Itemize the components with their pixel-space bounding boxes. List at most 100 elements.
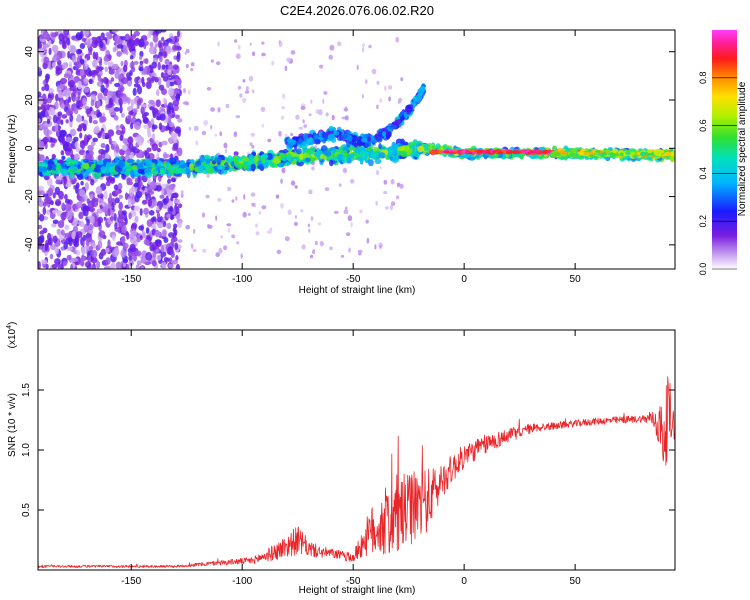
spectrum-cell [119, 87, 123, 96]
spectrum-cell [136, 260, 142, 266]
spectrum-cell [98, 230, 106, 238]
spectrum-cell [138, 225, 144, 231]
spectrum-cell [371, 68, 377, 75]
spectrum-cell [150, 199, 158, 207]
spectrum-cell [218, 247, 223, 254]
spectrum-cell [169, 157, 177, 165]
spectrum-cell [290, 132, 294, 137]
spectrum-cell [90, 163, 96, 169]
spectrum-cell [129, 187, 134, 197]
spectrum-cell [249, 42, 252, 46]
spectrum-cell [65, 232, 72, 238]
spectrum-cell [106, 54, 112, 60]
spectrum-cell [366, 237, 370, 244]
spectrum-cell [145, 160, 153, 168]
spectrum-cell [536, 150, 542, 154]
spectrum-cell [130, 34, 137, 40]
spectrum-cell [91, 249, 98, 258]
spectrum-cell [282, 93, 286, 100]
spectrum-cell [77, 80, 82, 90]
spectrum-cell [172, 44, 178, 51]
spectrum-cell [332, 147, 337, 154]
spectrum-cell [112, 46, 117, 53]
spectrum-cell [121, 94, 128, 102]
snr-xtick-label: -100 [232, 576, 252, 587]
spectrum-cell [85, 108, 92, 115]
spectrum-cell [207, 167, 215, 175]
spectrum-cell [84, 182, 89, 191]
spectrum-cell [42, 44, 46, 53]
spectrum-cell [64, 203, 72, 212]
spectrum-cell [99, 116, 107, 123]
colorbar-tick-label: 0.8 [698, 72, 708, 85]
spectrum-cell [132, 108, 138, 113]
spectrum-cell [38, 185, 44, 191]
spectrum-cell [397, 146, 405, 152]
spectrum-cell [299, 154, 304, 161]
spectrum-cell [151, 170, 159, 175]
spectrum-cell [349, 153, 355, 159]
spectrum-cell [105, 257, 111, 265]
spectrum-cell [154, 43, 158, 48]
spectrum-cell [81, 240, 85, 247]
spectrum-cell [97, 132, 102, 139]
spectrum-cell [165, 46, 172, 54]
spectrum-cell [226, 223, 232, 227]
spectrum-cell [284, 65, 288, 72]
spectrum-cell [468, 149, 475, 152]
spectrum-cell [101, 130, 106, 140]
spectrum-cell [485, 150, 491, 154]
spectrum-cell [48, 47, 52, 56]
spectrum-cell [243, 193, 246, 200]
spectrum-cell [182, 88, 187, 94]
spectrum-cell [225, 103, 230, 109]
spectrum-cell [96, 65, 100, 74]
spectrum-cell [261, 205, 267, 210]
spectrum-cell [48, 88, 54, 94]
spectrum-cell [192, 248, 197, 253]
spectrum-cell [140, 255, 147, 264]
spectrum-cell [66, 254, 72, 261]
spectrum-cell [45, 263, 49, 269]
spectrum-cell [185, 101, 189, 106]
spectrum-cell [43, 56, 50, 64]
spectrum-cell [342, 167, 348, 174]
spectrum-cell [170, 131, 175, 139]
spectrum-cell [158, 122, 163, 131]
spectrum-cell [97, 208, 102, 214]
spectrum-cell [112, 234, 116, 242]
spectrum-cell [601, 152, 608, 156]
snr-panel: -150 -100 -50 0 500.51.01.5 Height of straig… [6, 322, 676, 596]
spectrum-cell [64, 194, 68, 200]
spectrum-cell [318, 109, 323, 116]
spectrum-cell [129, 55, 134, 60]
spectrum-cell [105, 143, 110, 153]
spectrum-cell [298, 126, 304, 130]
spectrum-cell [78, 220, 82, 226]
spectrum-cell [139, 208, 143, 216]
spectrum-cell [242, 97, 247, 103]
spectrum-cell [119, 134, 124, 141]
spectrum-cell [388, 96, 391, 102]
spectrum-cell [162, 72, 169, 79]
spectrum-cell [666, 151, 672, 157]
spectrum-cell [155, 248, 160, 253]
spectrum-cell [52, 209, 58, 214]
spectrum-cell [161, 187, 165, 196]
spectrum-cell [46, 118, 51, 125]
spectrogram-ytick-label: 40 [24, 46, 35, 58]
spectrum-cell [184, 51, 187, 55]
spectrum-cell [298, 137, 303, 145]
spectrum-cell [286, 57, 291, 62]
snr-ytick-label: 1.0 [21, 443, 32, 457]
spectrum-cell [151, 76, 156, 81]
spectrum-cell [255, 231, 260, 236]
spectrum-cell [141, 76, 145, 84]
spectrum-cell [280, 202, 284, 209]
spectrum-cell [391, 200, 395, 205]
spectrum-cell [148, 121, 152, 128]
spectrum-cell [55, 68, 63, 75]
spectrum-cell [99, 204, 103, 210]
spectrum-cell [83, 223, 90, 233]
